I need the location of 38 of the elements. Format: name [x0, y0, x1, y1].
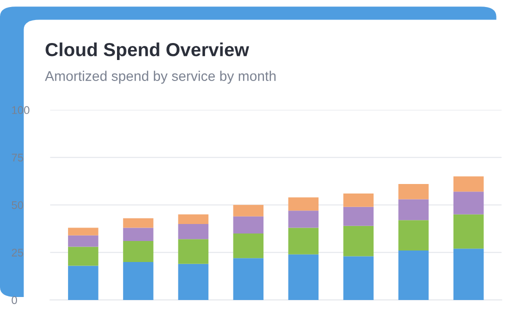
bar — [68, 235, 98, 247]
bar — [343, 256, 374, 300]
bar — [233, 233, 264, 258]
bar — [233, 204, 264, 216]
bar — [398, 184, 429, 200]
bar — [178, 214, 208, 224]
bar — [453, 248, 484, 300]
y-tick-label: 0 — [12, 296, 18, 304]
y-tick-label: 25 — [12, 248, 24, 257]
bar — [68, 228, 98, 236]
bar — [453, 176, 484, 192]
chart-title: Cloud Spend Overview — [46, 42, 250, 60]
bar — [398, 220, 429, 251]
bar — [343, 206, 374, 226]
bar — [123, 241, 154, 262]
bar — [233, 216, 264, 234]
bar — [123, 262, 154, 300]
bar — [343, 194, 374, 207]
bar — [398, 199, 429, 220]
bar — [343, 226, 374, 256]
bar — [68, 246, 98, 266]
bar — [288, 197, 319, 211]
bar — [288, 210, 319, 228]
y-tick-label: 50 — [12, 201, 24, 210]
bar — [178, 239, 208, 264]
bar — [453, 214, 484, 249]
bar — [123, 218, 154, 228]
bar — [288, 228, 319, 254]
bar — [288, 254, 319, 300]
bar — [453, 192, 484, 214]
chart-subtitle: Amortized spend by service by month — [44, 70, 276, 84]
y-tick-label: 75 — [12, 154, 24, 162]
bar — [398, 250, 429, 300]
bar — [123, 228, 154, 242]
bar — [178, 264, 208, 300]
bar — [233, 258, 264, 300]
bar — [68, 266, 98, 300]
bar — [178, 224, 208, 240]
